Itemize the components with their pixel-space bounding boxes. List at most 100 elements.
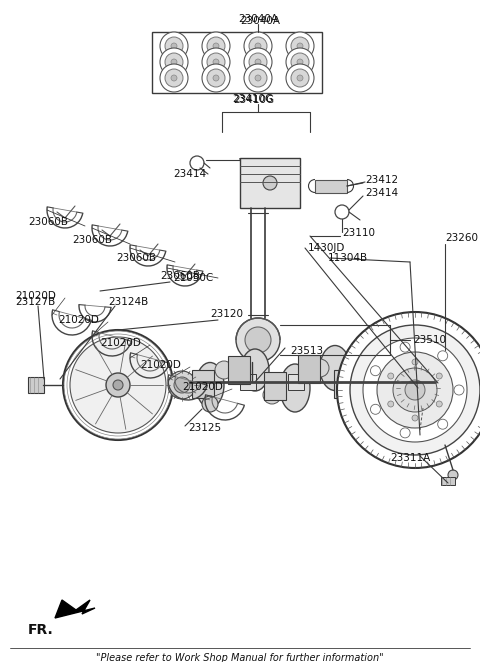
Ellipse shape [361, 363, 389, 407]
Circle shape [174, 377, 190, 393]
Bar [152, 32, 322, 93]
Circle shape [160, 64, 188, 92]
Circle shape [398, 368, 438, 408]
Text: 21020D: 21020D [140, 360, 181, 370]
Circle shape [244, 48, 272, 76]
Circle shape [255, 59, 261, 65]
Text: 23410G: 23410G [232, 94, 273, 104]
Text: 23127B: 23127B [15, 297, 55, 307]
Circle shape [70, 337, 166, 433]
Text: 23125: 23125 [188, 423, 221, 433]
Bar [384, 374, 400, 390]
Text: 23414: 23414 [173, 169, 206, 179]
Text: 23311A: 23311A [390, 453, 430, 463]
Circle shape [400, 342, 410, 352]
Bar [228, 356, 250, 384]
Circle shape [165, 53, 183, 71]
Circle shape [171, 75, 177, 81]
Circle shape [106, 373, 130, 397]
Text: 21020D: 21020D [100, 338, 141, 348]
Circle shape [263, 386, 281, 404]
Circle shape [393, 368, 437, 412]
Circle shape [286, 64, 314, 92]
Circle shape [255, 75, 261, 81]
Text: 23124B: 23124B [108, 297, 148, 307]
Circle shape [160, 48, 188, 76]
Bar [264, 372, 286, 400]
Circle shape [286, 48, 314, 76]
Circle shape [415, 425, 425, 435]
Circle shape [255, 43, 261, 49]
Text: 1430JD: 1430JD [308, 243, 346, 253]
Bar [422, 374, 438, 390]
Circle shape [400, 428, 410, 438]
Bar [240, 158, 300, 208]
Circle shape [202, 396, 218, 412]
Circle shape [168, 371, 196, 399]
Circle shape [350, 325, 480, 455]
Text: 23513: 23513 [290, 346, 323, 356]
Circle shape [213, 75, 219, 81]
Circle shape [436, 401, 442, 407]
Circle shape [165, 69, 183, 87]
Bar [249, 378, 255, 390]
Polygon shape [55, 600, 95, 618]
Circle shape [377, 352, 453, 428]
Text: 23412: 23412 [365, 175, 398, 185]
Bar [288, 374, 304, 390]
Ellipse shape [320, 346, 350, 391]
Circle shape [405, 380, 425, 400]
Bar [192, 370, 214, 398]
Circle shape [213, 59, 219, 65]
Circle shape [291, 53, 309, 71]
Circle shape [291, 37, 309, 55]
Text: 11304B: 11304B [328, 253, 368, 263]
Text: 21020D: 21020D [15, 291, 56, 301]
Circle shape [337, 312, 480, 468]
Circle shape [249, 53, 267, 71]
Circle shape [215, 361, 233, 379]
Text: 23110: 23110 [342, 228, 375, 238]
Text: 21020D: 21020D [182, 382, 223, 392]
Circle shape [448, 470, 458, 480]
Circle shape [297, 59, 303, 65]
Bar [298, 355, 320, 383]
Circle shape [207, 69, 225, 87]
Text: 21030C: 21030C [173, 273, 213, 283]
Circle shape [202, 32, 230, 60]
Bar [28, 377, 44, 393]
Circle shape [207, 53, 225, 71]
Text: 23060B: 23060B [28, 217, 68, 227]
Circle shape [436, 373, 442, 379]
Circle shape [165, 37, 183, 55]
Text: 23040A: 23040A [238, 14, 278, 24]
Circle shape [363, 338, 467, 442]
Text: FR.: FR. [28, 623, 54, 637]
Circle shape [371, 404, 381, 414]
Bar [192, 374, 208, 390]
Circle shape [207, 37, 225, 55]
Circle shape [438, 419, 448, 429]
Circle shape [202, 48, 230, 76]
Circle shape [359, 383, 377, 401]
Circle shape [438, 351, 448, 361]
Circle shape [412, 359, 418, 365]
Circle shape [63, 330, 173, 440]
Circle shape [113, 380, 123, 390]
Text: 23510: 23510 [413, 335, 446, 345]
Circle shape [160, 32, 188, 60]
Circle shape [213, 43, 219, 49]
Circle shape [388, 373, 394, 379]
Circle shape [412, 415, 418, 421]
Bar [441, 477, 455, 485]
Circle shape [297, 43, 303, 49]
Bar [336, 374, 352, 390]
Text: "Please refer to Work Shop Manual for further information": "Please refer to Work Shop Manual for fu… [96, 653, 384, 662]
Circle shape [171, 43, 177, 49]
Ellipse shape [196, 363, 224, 408]
Circle shape [388, 401, 394, 407]
Text: 23410G: 23410G [233, 95, 274, 105]
Text: 23060B: 23060B [160, 271, 200, 281]
Text: 23060B: 23060B [116, 253, 156, 263]
Text: 23414: 23414 [365, 188, 398, 198]
